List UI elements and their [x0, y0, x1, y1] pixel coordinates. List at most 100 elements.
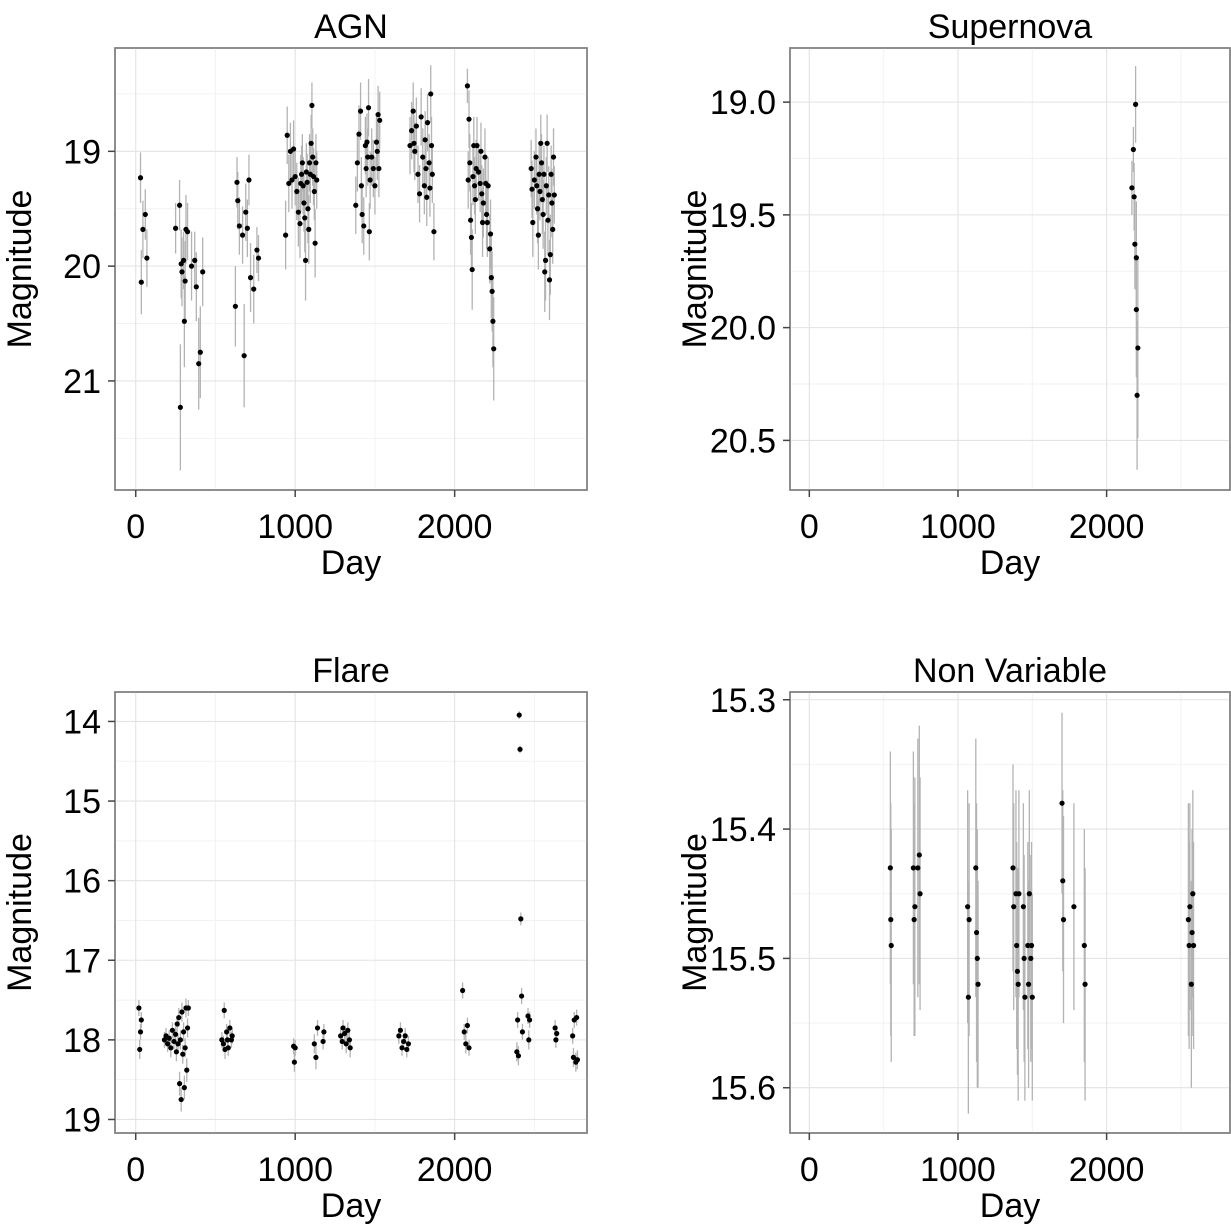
data-point — [544, 140, 550, 146]
panel-title: Supernova — [928, 8, 1093, 46]
data-point — [244, 225, 250, 231]
data-point — [408, 128, 415, 134]
x-tick-label: 1000 — [257, 508, 333, 546]
data-point — [142, 211, 148, 218]
y-tick-label: 15.4 — [710, 811, 776, 849]
y-tick-label: 15.6 — [710, 1070, 776, 1108]
data-point — [1020, 904, 1026, 910]
data-point — [475, 169, 482, 175]
data-point — [354, 160, 360, 166]
data-point — [418, 114, 424, 120]
data-point — [161, 1037, 168, 1043]
data-point — [311, 188, 317, 195]
data-point — [534, 183, 540, 189]
data-point — [517, 746, 523, 752]
data-point — [168, 1045, 174, 1051]
x-tick-label: 2000 — [417, 1151, 493, 1189]
data-point — [910, 865, 916, 871]
x-tick-label: 0 — [126, 1151, 145, 1189]
data-point — [396, 1033, 402, 1039]
data-point — [174, 1021, 180, 1027]
x-axis-title: Day — [980, 544, 1040, 582]
data-point — [519, 1029, 526, 1035]
data-point — [377, 117, 383, 123]
data-point — [973, 865, 979, 871]
data-point — [177, 404, 183, 410]
data-point — [1016, 891, 1022, 897]
data-point — [192, 257, 198, 263]
data-point — [365, 105, 372, 111]
panel-supernova: 0 1000 2000 19.0 19.5 20.0 20.5 Supernova Day Mag… — [676, 8, 1231, 582]
data-point — [342, 1030, 348, 1037]
data-point — [361, 223, 367, 229]
data-point — [340, 1025, 346, 1031]
data-point — [254, 247, 260, 253]
data-point — [545, 217, 551, 223]
x-tick-label: 1000 — [920, 508, 996, 546]
data-point — [550, 226, 556, 232]
data-point — [516, 712, 522, 718]
data-point — [487, 231, 494, 237]
data-point — [973, 929, 980, 936]
data-point — [345, 1027, 351, 1033]
data-point — [1189, 929, 1195, 936]
data-point — [313, 1054, 319, 1060]
data-point — [1133, 306, 1139, 313]
data-point — [297, 221, 303, 227]
data-point — [464, 1022, 471, 1029]
data-point — [367, 177, 373, 183]
data-point — [1186, 942, 1192, 949]
data-point — [402, 1033, 408, 1039]
data-point — [224, 1029, 230, 1035]
data-point — [514, 1049, 520, 1055]
data-point — [491, 346, 497, 352]
data-point — [570, 1054, 577, 1060]
data-point — [305, 206, 311, 212]
data-point — [574, 1014, 580, 1021]
panel-title: AGN — [314, 8, 388, 46]
data-point — [172, 1031, 179, 1037]
data-point — [917, 891, 923, 897]
data-point — [182, 278, 188, 284]
data-point — [366, 229, 372, 235]
data-point — [429, 171, 435, 177]
data-point — [543, 183, 549, 189]
plot-border — [789, 47, 1231, 491]
data-point — [301, 200, 307, 206]
data-point — [431, 229, 437, 235]
data-point — [310, 154, 316, 160]
data-point — [364, 139, 370, 145]
data-point — [1028, 955, 1034, 962]
data-point — [427, 185, 433, 191]
data-point — [137, 1029, 144, 1035]
data-point — [1060, 878, 1066, 884]
data-point — [537, 188, 543, 195]
data-point — [169, 1027, 176, 1033]
data-point — [466, 1045, 472, 1051]
data-point — [1021, 955, 1027, 962]
data-point — [284, 132, 290, 138]
data-point — [1133, 255, 1139, 261]
data-point — [469, 266, 475, 273]
data-point — [1059, 800, 1065, 806]
data-point — [485, 183, 491, 189]
data-point — [232, 303, 238, 309]
data-point — [372, 183, 378, 189]
data-point — [180, 1051, 186, 1057]
data-point — [302, 257, 309, 263]
data-point — [184, 1025, 191, 1031]
data-point — [172, 225, 179, 231]
data-point — [235, 198, 241, 204]
y-axis-title: Magnitude — [1, 833, 39, 992]
data-point — [283, 232, 289, 238]
x-tick-label: 1000 — [257, 1151, 333, 1189]
y-tick-label: 21 — [63, 363, 101, 401]
y-axis-title: Magnitude — [676, 833, 714, 992]
plot-border — [114, 691, 588, 1134]
data-point — [466, 116, 472, 122]
data-point — [173, 1049, 179, 1055]
data-point — [343, 1041, 349, 1047]
data-point — [479, 191, 485, 197]
x-axis-title: Day — [980, 1187, 1040, 1225]
